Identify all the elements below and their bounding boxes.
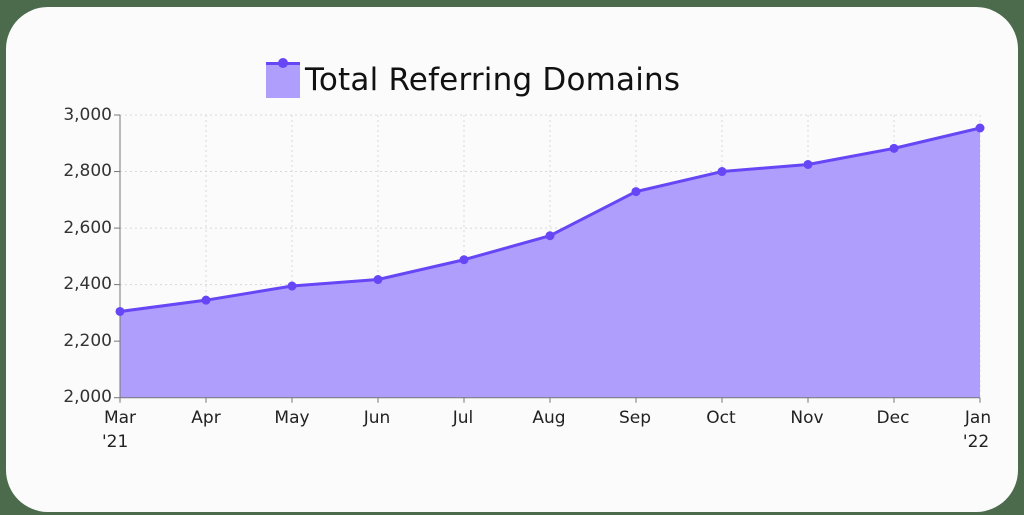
y-tick-label: 2,800 xyxy=(63,161,112,181)
x-tick-label: Oct xyxy=(706,408,736,428)
x-tick-label: Nov xyxy=(790,408,824,428)
data-point xyxy=(975,123,985,133)
data-point xyxy=(631,187,641,197)
x-tick-label: May xyxy=(274,408,310,428)
y-tick-label: 2,200 xyxy=(63,331,112,351)
data-point xyxy=(287,281,297,291)
x-tick-label: Jan '22 xyxy=(962,408,992,452)
y-tick-label: 2,000 xyxy=(63,387,112,407)
x-tick-label: Jun xyxy=(363,408,391,428)
data-point xyxy=(889,143,899,153)
x-tick-label: Mar '21 xyxy=(101,408,137,452)
chart-legend[interactable]: Total Referring Domains xyxy=(266,56,680,104)
area-fill xyxy=(120,128,980,398)
x-tick-label: Aug xyxy=(532,408,566,428)
legend-label: Total Referring Domains xyxy=(305,62,681,98)
data-point xyxy=(459,255,469,265)
x-tick-label: Dec xyxy=(876,408,910,428)
data-point xyxy=(115,306,125,316)
x-tick-label: Sep xyxy=(618,408,652,428)
y-tick-label: 2,600 xyxy=(63,218,112,238)
x-tick-label: Apr xyxy=(191,408,221,428)
legend-swatch-icon xyxy=(266,58,300,98)
y-tick-label: 2,400 xyxy=(63,274,112,294)
data-point xyxy=(545,231,555,241)
data-point xyxy=(373,275,383,285)
data-point xyxy=(717,167,727,177)
y-tick-label: 3,000 xyxy=(63,105,112,125)
data-point xyxy=(201,295,211,305)
data-point xyxy=(803,159,813,169)
x-tick-label: Jul xyxy=(452,408,474,428)
